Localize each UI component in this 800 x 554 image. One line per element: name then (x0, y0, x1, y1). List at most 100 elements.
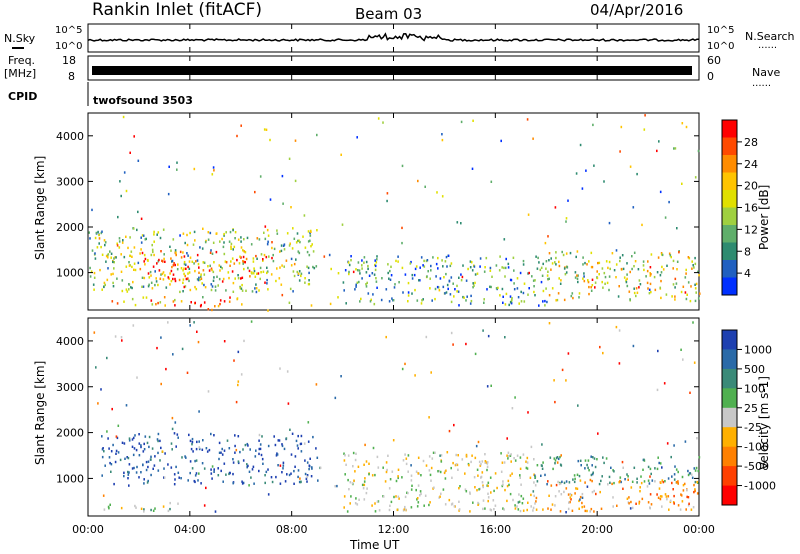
velocity-cell (106, 356, 108, 360)
power-cell (157, 231, 160, 234)
velocity-cell (629, 507, 632, 510)
power-cell (643, 268, 645, 272)
power-cell (265, 128, 268, 131)
velocity-cell (197, 479, 199, 482)
velocity-cell (410, 506, 413, 509)
velocity-cell (687, 473, 690, 477)
power-cell (289, 242, 291, 245)
power-cell (532, 279, 535, 282)
power-cell (635, 294, 637, 298)
velocity-cell (177, 502, 179, 505)
velocity-cell (557, 457, 560, 461)
velocity-cell (195, 447, 198, 451)
velocity-cell (154, 455, 156, 458)
power-cell (297, 250, 300, 253)
velocity-cell (205, 447, 208, 450)
velocity-cell (152, 467, 154, 470)
power-cell (523, 282, 526, 285)
velocity-cell (569, 500, 571, 504)
velocity-cell (547, 507, 549, 510)
velocity-cell (480, 476, 482, 479)
power-cell (144, 263, 146, 266)
power-cell (215, 250, 218, 254)
velocity-cell (506, 499, 508, 503)
velocity-cell (150, 458, 152, 461)
power-cell (466, 295, 468, 298)
power-cell (236, 134, 238, 138)
power-cell (242, 260, 244, 263)
power-cell (513, 288, 516, 291)
power-cell (513, 269, 515, 272)
velocity-cell (406, 491, 408, 494)
velocity-cell (100, 388, 102, 391)
power-cell (401, 266, 404, 270)
power-cell (280, 244, 283, 247)
power-cell (282, 244, 285, 247)
freq-unit: [MHz] (4, 67, 36, 80)
velocity-cell (654, 467, 656, 470)
colorbar-segment (722, 242, 737, 261)
velocity-cell (132, 324, 135, 327)
power-cell (426, 275, 428, 278)
power-cell (213, 276, 215, 279)
velocity-cell (194, 474, 197, 477)
velocity-cell (649, 475, 651, 478)
y-tick-label: 4000 (56, 335, 84, 348)
velocity-cell (298, 480, 301, 484)
power-cell (128, 283, 130, 286)
velocity-cell (170, 466, 173, 469)
power-cell (254, 275, 257, 278)
velocity-cell (344, 473, 346, 476)
x-tick-label: 16:00 (479, 523, 511, 536)
velocity-cell (189, 324, 191, 327)
velocity-cell (175, 465, 177, 469)
velocity-cell (681, 500, 684, 503)
power-cell (632, 206, 635, 209)
power-cell (647, 287, 649, 290)
velocity-cell (683, 482, 686, 486)
power-cell (243, 267, 245, 271)
velocity-cell (261, 457, 264, 461)
velocity-cell (405, 457, 408, 460)
velocity-cell (363, 480, 366, 483)
power-cell (533, 285, 535, 288)
power-cell (174, 298, 176, 302)
power-cell (263, 128, 266, 131)
velocity-cell (114, 335, 117, 338)
power-cell (508, 303, 510, 307)
power-cell (449, 264, 452, 268)
power-cell (131, 297, 134, 301)
power-cell (688, 257, 691, 260)
power-cell (222, 245, 225, 249)
velocity-cell (685, 508, 687, 511)
power-cell (439, 277, 442, 280)
power-cell (419, 266, 421, 269)
power-cell (175, 251, 177, 254)
velocity-cell (438, 469, 440, 473)
velocity-cell (366, 487, 368, 490)
velocity-cell (264, 481, 266, 485)
power-cell (156, 233, 158, 236)
power-cell (196, 253, 199, 257)
power-cell (441, 138, 444, 142)
velocity-cell (440, 492, 442, 495)
velocity-cell (626, 497, 629, 500)
power-cell (152, 265, 155, 268)
power-cell (293, 262, 296, 266)
power-y-label: Slant Range [km] (33, 156, 47, 260)
velocity-cell (189, 460, 192, 463)
power-cell (240, 246, 243, 249)
power-cell (304, 277, 306, 280)
velocity-cell (123, 471, 125, 474)
power-cell (88, 231, 90, 234)
power-cell (157, 301, 159, 305)
power-cell (160, 250, 162, 253)
velocity-cell (347, 454, 350, 457)
power-cell (197, 262, 200, 266)
velocity-cell (554, 504, 556, 507)
power-cell (121, 289, 124, 293)
power-cell (245, 289, 247, 292)
power-cell (544, 299, 546, 303)
velocity-cell (493, 489, 495, 493)
velocity-cell (404, 508, 407, 511)
